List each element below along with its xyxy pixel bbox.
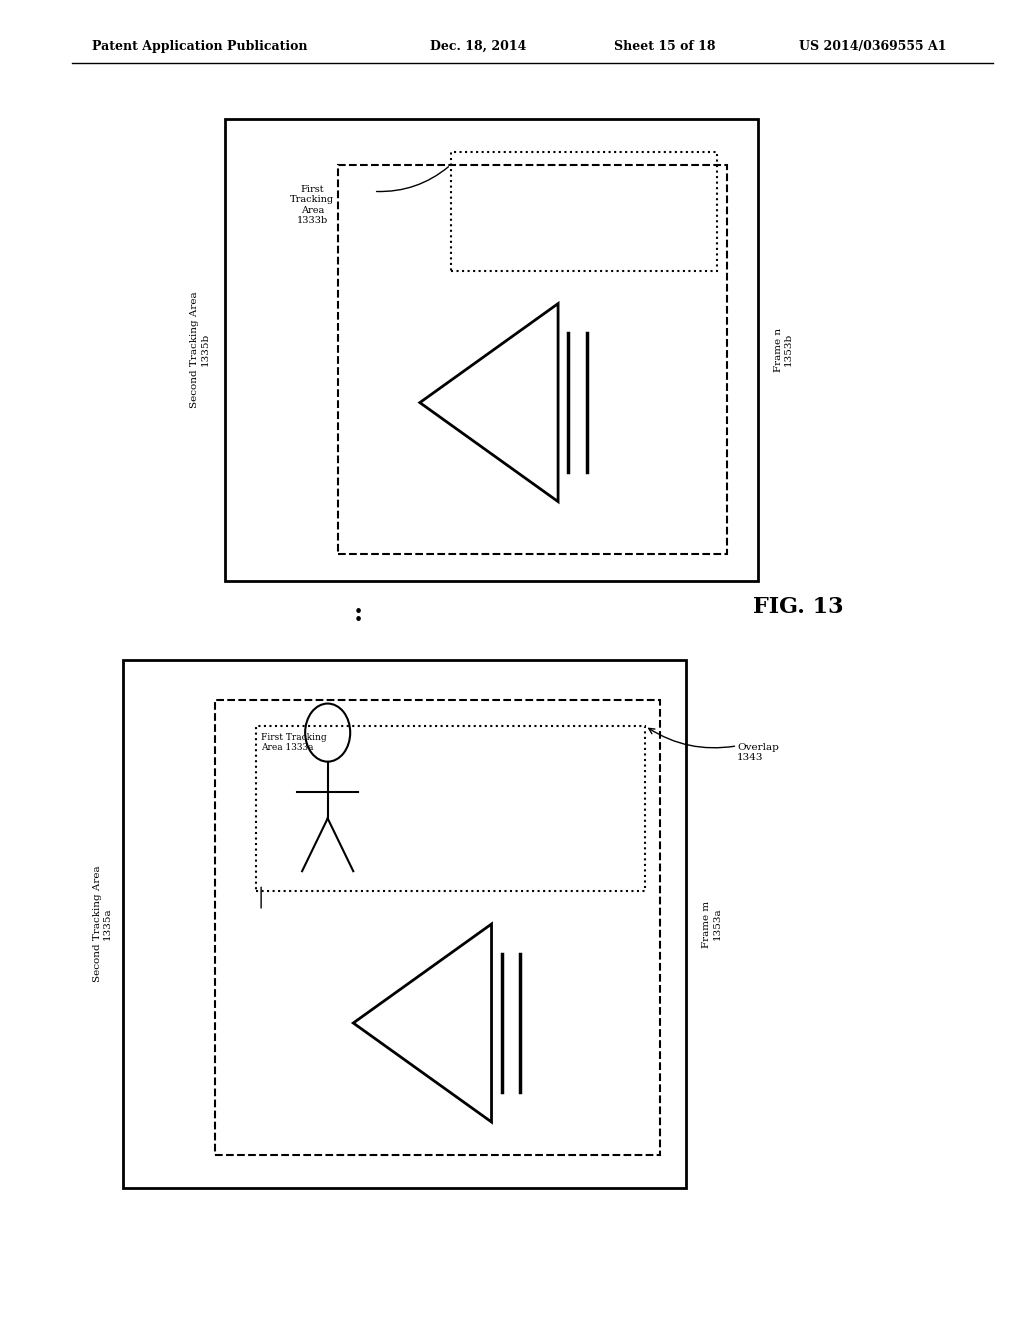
Text: Second Tracking Area
1335b: Second Tracking Area 1335b <box>190 292 209 408</box>
Bar <box>123 660 686 1188</box>
Bar <box>225 119 758 581</box>
Bar <box>256 726 645 891</box>
Text: First
Tracking
Area
1333b: First Tracking Area 1333b <box>290 185 335 224</box>
Text: :: : <box>354 602 362 626</box>
Text: Overlap
1343: Overlap 1343 <box>737 743 779 762</box>
Text: Sheet 15 of 18: Sheet 15 of 18 <box>614 40 716 53</box>
Bar <box>338 165 727 554</box>
Bar <box>215 700 660 1155</box>
Text: Frame m
1353a: Frame m 1353a <box>702 900 721 948</box>
Text: FIG. 13: FIG. 13 <box>754 597 844 618</box>
Text: Dec. 18, 2014: Dec. 18, 2014 <box>430 40 526 53</box>
Text: Patent Application Publication: Patent Application Publication <box>92 40 307 53</box>
Text: First Tracking
Area 1333a: First Tracking Area 1333a <box>261 733 327 752</box>
Text: Second Tracking Area
1335a: Second Tracking Area 1335a <box>93 866 112 982</box>
Text: US 2014/0369555 A1: US 2014/0369555 A1 <box>799 40 946 53</box>
Bar <box>451 152 717 271</box>
Text: Frame n
1353b: Frame n 1353b <box>774 327 793 372</box>
